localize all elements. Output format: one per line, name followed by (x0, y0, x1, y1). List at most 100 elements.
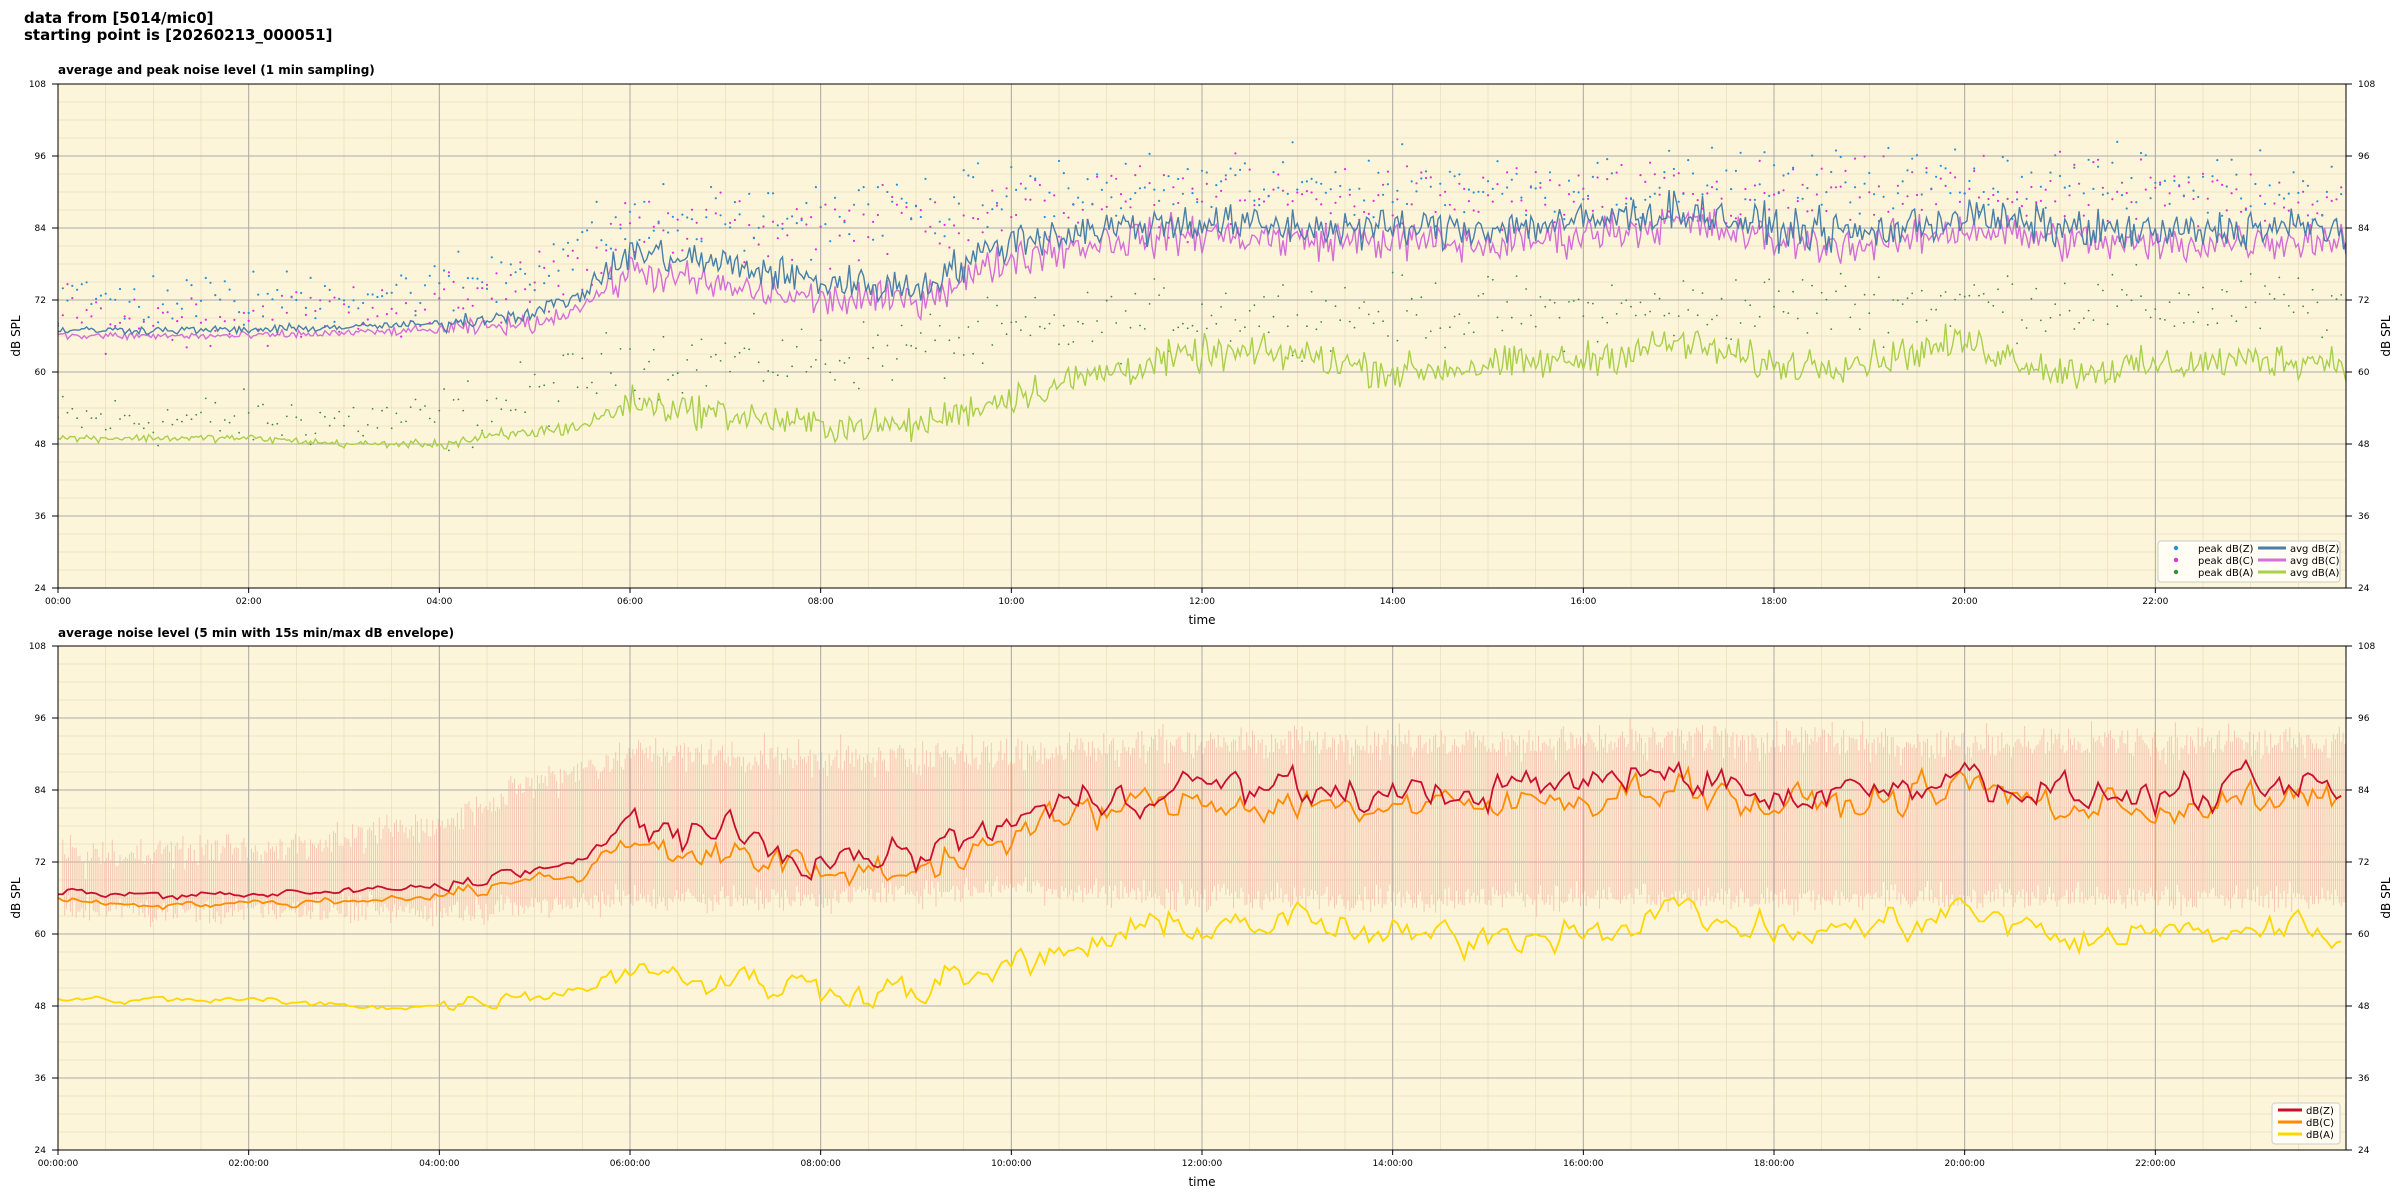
peak-point (476, 424, 479, 427)
peak-point (690, 208, 694, 211)
peak-point (2078, 321, 2081, 324)
peak-point (400, 274, 403, 277)
peak-point (2140, 295, 2142, 298)
peak-point (280, 306, 284, 309)
peak-point (1358, 307, 1361, 309)
peak-point (1844, 285, 1847, 288)
peak-point (1672, 174, 1675, 177)
peak-point (1496, 316, 1499, 319)
peak-point (1105, 181, 1108, 184)
peak-point (1110, 295, 1113, 298)
peak-point (1944, 291, 1947, 293)
peak-point (662, 229, 665, 232)
peak-point (1820, 203, 1823, 206)
peak-point (185, 279, 188, 282)
peak-point (1429, 185, 1432, 188)
peak-point (1611, 284, 1613, 287)
peak-point (405, 420, 407, 423)
peak-point (1177, 201, 1180, 205)
peak-point (1787, 312, 1790, 314)
peak-point (1243, 199, 1246, 202)
peak-point (1105, 299, 1108, 302)
peak-point (705, 216, 708, 219)
peak-point (2120, 194, 2124, 197)
legend-marker (2173, 557, 2179, 563)
peak-point (509, 409, 512, 412)
peak-point (2278, 276, 2281, 279)
peak-point (838, 234, 841, 237)
peak-point (1010, 166, 1013, 169)
peak-point (1453, 208, 1456, 211)
peak-point (1057, 235, 1061, 238)
peak-point (848, 209, 851, 212)
peak-point (2216, 322, 2219, 325)
peak-point (729, 226, 732, 229)
peak-point (2068, 194, 2071, 197)
peak-point (886, 252, 889, 256)
peak-point (748, 348, 751, 351)
peak-point (1987, 197, 1990, 201)
peak-point (1286, 325, 1289, 328)
peak-point (1177, 177, 1180, 181)
peak-point (1248, 190, 1251, 193)
peak-point (1892, 299, 1895, 301)
peak-point (1691, 172, 1695, 175)
peak-point (1396, 189, 1399, 192)
peak-point (571, 268, 574, 271)
peak-point (1339, 184, 1342, 188)
peak-point (290, 296, 293, 299)
peak-point (2135, 201, 2138, 204)
peak-point (261, 315, 265, 318)
peak-point (1062, 172, 1065, 175)
peak-point (166, 409, 169, 411)
x-tick-label: 22:00:00 (2135, 1159, 2176, 1169)
peak-point (371, 408, 374, 410)
peak-point (1020, 329, 1022, 331)
peak-point (1849, 316, 1852, 319)
peak-point (1086, 178, 1089, 181)
peak-point (1787, 206, 1790, 209)
peak-point (1711, 318, 1713, 321)
peak-point (80, 283, 83, 286)
peak-point (471, 277, 474, 280)
peak-point (605, 243, 608, 246)
peak-point (586, 268, 589, 271)
peak-point (2273, 297, 2276, 300)
peak-point (1091, 202, 1094, 205)
peak-point (2221, 214, 2224, 217)
peak-point (543, 282, 546, 285)
peak-point (352, 406, 355, 409)
peak-point (2306, 214, 2309, 217)
peak-point (967, 239, 970, 242)
peak-point (752, 237, 756, 240)
peak-point (1720, 297, 1723, 300)
peak-point (1482, 190, 1485, 194)
peak-point (1382, 320, 1384, 323)
peak-point (462, 286, 465, 289)
peak-point (529, 385, 531, 388)
x-tick-label: 16:00:00 (1563, 1159, 1604, 1169)
peak-point (795, 345, 798, 348)
peak-point (1248, 309, 1251, 312)
peak-point (1577, 174, 1580, 177)
peak-point (2149, 176, 2152, 179)
peak-point (2102, 289, 2104, 292)
peak-point (829, 267, 832, 270)
chart-legend: peak dB(Z)peak dB(C)peak dB(A)avg dB(Z)a… (2157, 540, 2341, 583)
peak-point (652, 225, 655, 228)
peak-point (419, 408, 422, 411)
peak-point (1863, 293, 1866, 296)
peak-point (295, 416, 298, 419)
peak-point (1601, 205, 1604, 208)
peak-point (333, 320, 336, 323)
peak-point (881, 183, 884, 187)
peak-point (1958, 200, 1961, 203)
peak-point (1158, 199, 1161, 202)
peak-point (995, 201, 999, 205)
peak-point (681, 213, 684, 216)
peak-point (2173, 175, 2176, 178)
peak-point (2178, 292, 2181, 295)
peak-point (857, 189, 860, 192)
peak-point (915, 347, 917, 350)
peak-point (1653, 293, 1656, 295)
